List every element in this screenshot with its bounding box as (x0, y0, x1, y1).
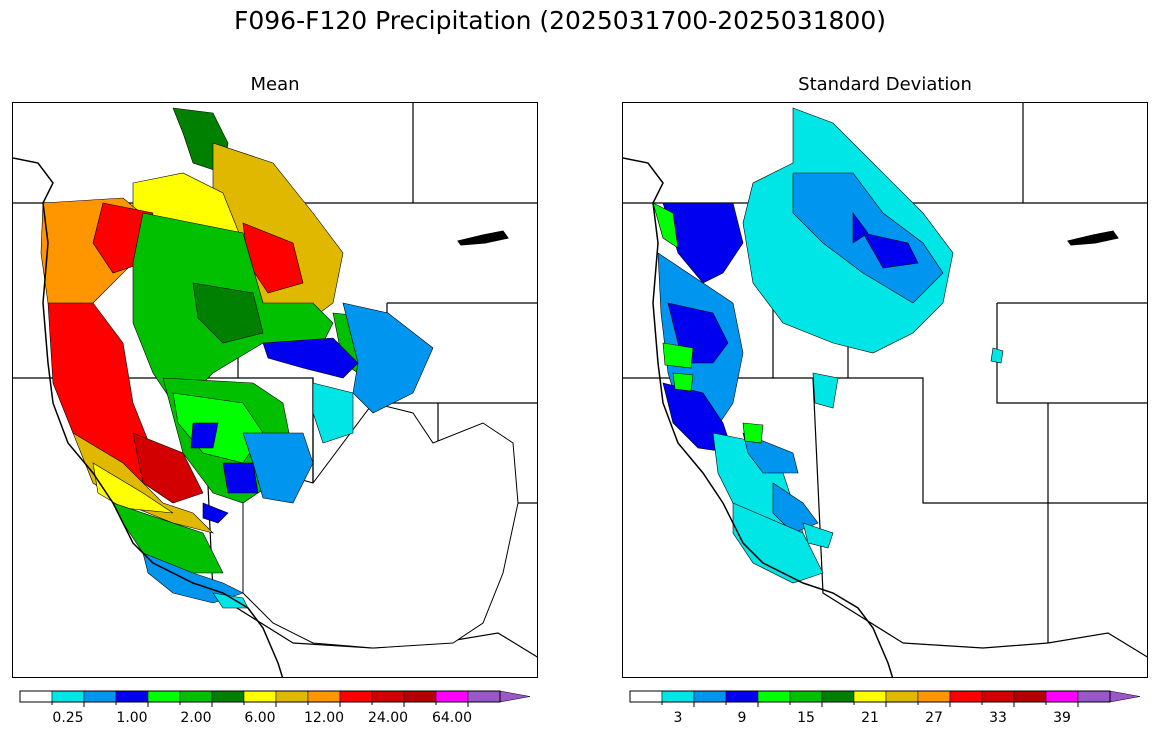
colorbar-swatch (467, 690, 501, 703)
coastline (623, 157, 894, 677)
colorbar-tick-label: 6.00 (244, 710, 275, 726)
colorbar-swatch (115, 690, 149, 703)
colorbar-outline (629, 690, 1111, 703)
stddev-map (622, 102, 1148, 678)
colorbar-swatch (211, 690, 245, 703)
colorbar-tick-label: 27 (925, 710, 943, 726)
colorbar-tick-label: 0.25 (52, 710, 83, 726)
colorbar-swatch (371, 690, 405, 703)
colorbar-swatch (1077, 690, 1111, 703)
colorbar-swatch (339, 690, 373, 703)
figure-title: F096-F120 Precipitation (2025031700-2025… (233, 6, 886, 35)
colorbar-swatch (725, 690, 759, 703)
colorbar-tick-label: 33 (989, 710, 1007, 726)
colorbar-tick-label: 2.00 (180, 710, 211, 726)
colorbar-swatch (83, 690, 117, 703)
colorbar-extend-arrow (1109, 690, 1141, 703)
colorbar-outline (19, 690, 501, 703)
colorbar-swatch (19, 690, 53, 703)
colorbar-swatch (403, 690, 437, 703)
colorbar-tick-label: 1.00 (116, 710, 147, 726)
coastline (13, 157, 284, 677)
colorbar-tick-label: 12.00 (304, 710, 344, 726)
colorbar-swatch (307, 690, 341, 703)
stddev-colorbar: 3 9 15 21 27 33 39 (629, 690, 1141, 726)
colorbar-extend-arrow (499, 690, 531, 703)
colorbar-tick-label: 24.00 (368, 710, 408, 726)
colorbar-swatch (179, 690, 213, 703)
colorbar-swatch (949, 690, 983, 703)
colorbar-swatch (693, 690, 727, 703)
colorbar-swatch (275, 690, 309, 703)
colorbar-swatch (435, 690, 469, 703)
stddev-areas (652, 107, 1004, 584)
colorbar-tick-label: 39 (1053, 710, 1071, 726)
colorbar-swatch (885, 690, 919, 703)
mean-map (12, 102, 538, 678)
colorbar-swatch (661, 690, 695, 703)
colorbar-swatch (1013, 690, 1047, 703)
colorbar-swatch (51, 690, 85, 703)
colorbar-swatch (981, 690, 1015, 703)
colorbar-swatch (243, 690, 277, 703)
colorbar-swatch (853, 690, 887, 703)
colorbar-swatch (757, 690, 791, 703)
lake-outline (1067, 230, 1119, 246)
lake-outline (457, 230, 509, 246)
colorbar-tick-label: 3 (674, 710, 683, 726)
colorbar-tick-label: 15 (797, 710, 815, 726)
panel-title-mean: Mean (250, 74, 300, 95)
colorbar-swatch (917, 690, 951, 703)
panel-title-stddev: Standard Deviation (798, 74, 972, 95)
colorbar-swatch (789, 690, 823, 703)
colorbar-swatch (629, 690, 663, 703)
colorbar-tick-label: 9 (738, 710, 747, 726)
colorbar-swatch (1045, 690, 1079, 703)
colorbar-swatch (821, 690, 855, 703)
colorbar-tick-label: 21 (861, 710, 879, 726)
colorbar-tick-label: 64.00 (432, 710, 472, 726)
colorbar-swatch (147, 690, 181, 703)
mean-map-svg (13, 103, 537, 677)
mean-colorbar: 0.25 1.00 2.00 6.00 12.00 24.00 64.00 (19, 690, 531, 726)
basin-outline (242, 402, 519, 649)
precip-areas (40, 107, 434, 609)
stddev-map-svg (623, 103, 1147, 677)
